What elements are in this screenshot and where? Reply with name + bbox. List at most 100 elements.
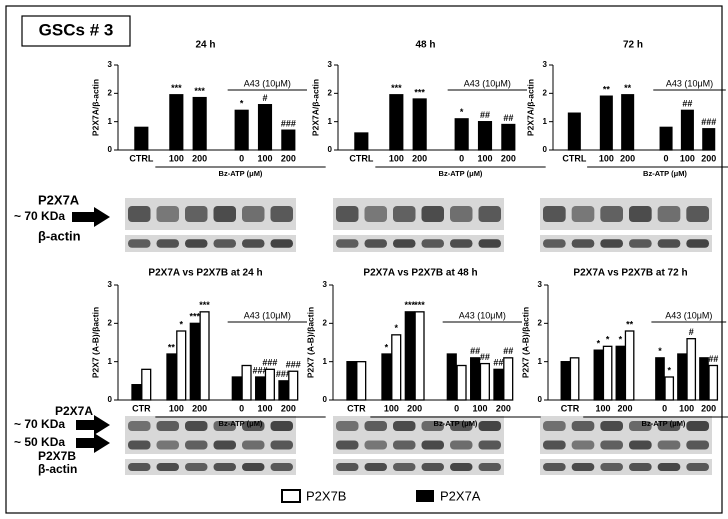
y-tick-label: 3 — [543, 60, 548, 69]
bar — [454, 118, 469, 151]
y-tick-label: 1 — [108, 357, 113, 366]
x-tick-label: 0 — [239, 403, 244, 413]
label-box — [21, 15, 131, 47]
blot-band — [364, 421, 387, 431]
x-tick-label: 0 — [454, 403, 459, 413]
blot-band — [336, 206, 359, 222]
bar-annotation: ### — [281, 119, 296, 129]
blot-band — [686, 206, 709, 222]
bar — [234, 109, 249, 151]
blot-band — [629, 463, 652, 471]
x-tick-label: 100 — [477, 153, 492, 163]
blot-band — [421, 206, 444, 222]
blot-band — [543, 421, 566, 431]
y-tick-label: 3 — [328, 60, 333, 69]
blot-band — [421, 421, 444, 431]
blot-band — [571, 239, 595, 248]
bar-annotation: * — [619, 335, 623, 345]
blot-band — [128, 463, 151, 471]
blot — [125, 459, 296, 475]
blot-band — [571, 440, 595, 450]
blot — [333, 459, 504, 475]
bar-annotation: *** — [190, 312, 201, 322]
bar — [501, 123, 516, 151]
blot — [125, 235, 296, 252]
bar-annotation: * — [240, 99, 244, 109]
blot-band — [156, 440, 179, 450]
blot-band — [657, 239, 681, 248]
blot-band — [571, 206, 595, 222]
blot-band — [478, 239, 501, 248]
bar-annotation: *** — [414, 300, 425, 310]
bar-annotation: # — [689, 327, 694, 337]
legend-label: P2X7A — [440, 488, 481, 503]
bar — [189, 322, 200, 401]
blot — [333, 416, 504, 436]
bar — [199, 311, 210, 401]
x-tick-label: 100 — [384, 403, 399, 413]
bar-annotation: *** — [194, 86, 205, 96]
y-tick-label: 1 — [543, 117, 548, 126]
bar — [477, 121, 493, 151]
blot-band — [657, 206, 681, 222]
bar — [621, 94, 635, 151]
blot-band — [213, 440, 236, 450]
bar — [624, 330, 635, 401]
blot-band — [450, 463, 473, 471]
y-tick-label: 2 — [108, 88, 113, 97]
blot-band — [543, 206, 566, 222]
bar-annotation: ## — [493, 358, 503, 368]
blot-band — [270, 463, 293, 471]
legend-swatch — [416, 490, 434, 502]
bar-annotation: * — [606, 335, 610, 345]
blot-band — [657, 463, 681, 471]
bar — [264, 368, 275, 401]
blot-label: ~ 70 KDa — [14, 209, 65, 223]
bar — [493, 368, 504, 401]
chart-title: 24 h — [195, 40, 215, 51]
bar — [241, 364, 252, 401]
blots — [125, 198, 712, 475]
group-label: A43 (10μM) — [665, 310, 712, 320]
blot-band — [242, 239, 265, 248]
bar — [192, 96, 207, 151]
bar-annotation: *** — [405, 300, 416, 310]
blot-band — [393, 440, 416, 450]
y-tick-label: 1 — [538, 357, 543, 366]
blot-band — [393, 239, 416, 248]
arrow — [72, 207, 110, 227]
blot — [540, 416, 712, 436]
bar — [412, 98, 427, 151]
x-tick-label: 200 — [407, 403, 422, 413]
bar — [680, 109, 694, 151]
bar-annotation: ## — [503, 113, 513, 123]
blot-band — [450, 206, 473, 222]
blot-band — [600, 421, 623, 431]
blot — [540, 198, 712, 230]
bar — [404, 311, 415, 401]
blot-band — [393, 206, 416, 222]
arrow — [76, 415, 110, 435]
x-tick-label: 200 — [281, 403, 296, 413]
y-axis-label: P2X7A/β-actin — [90, 79, 100, 136]
bar — [278, 380, 289, 401]
y-axis-label: P2X7A/β-actin — [310, 79, 320, 136]
blot-band — [156, 463, 179, 471]
blot-band — [543, 463, 566, 471]
blot-band — [213, 421, 236, 431]
bar — [560, 361, 571, 401]
bar — [602, 345, 613, 401]
bar — [479, 362, 490, 401]
y-axis-label: P2X7 (A-B)/βactin — [520, 307, 530, 378]
bar-annotation: *** — [171, 83, 182, 93]
blot — [125, 198, 296, 230]
blot-band — [213, 206, 236, 222]
bar-annotation: ## — [470, 346, 480, 356]
x-tick-label: CTR — [132, 403, 151, 413]
bar — [599, 95, 613, 151]
blot-band — [571, 463, 595, 471]
blot-band — [421, 463, 444, 471]
x-tick-label: 0 — [664, 153, 669, 163]
bar-annotation: * — [385, 342, 389, 352]
x-tick-label: 0 — [459, 153, 464, 163]
